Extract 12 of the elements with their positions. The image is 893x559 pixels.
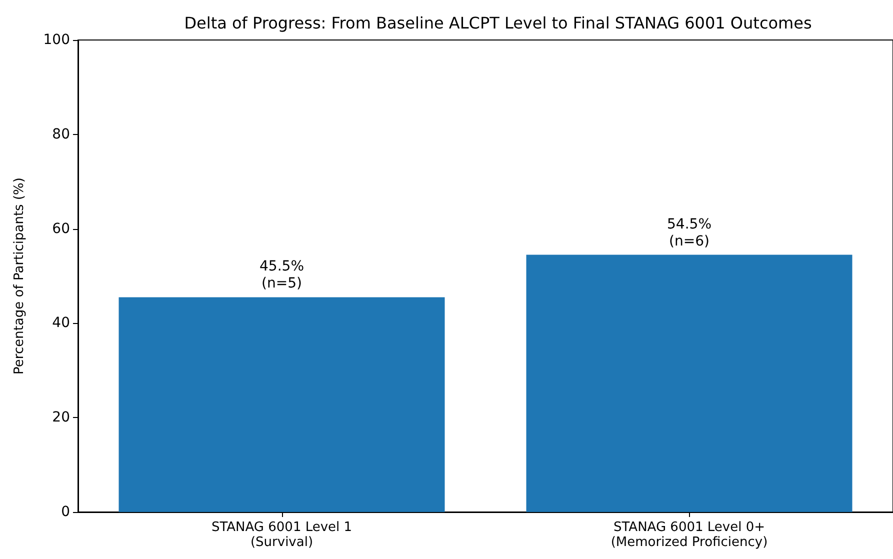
y-tick-label: 0 (61, 504, 70, 520)
x-tick-label: STANAG 6001 Level 1 (Survival) (211, 520, 352, 550)
y-axis-title: Percentage of Participants (%) (12, 178, 27, 374)
x-tick-label: STANAG 6001 Level 0+ (Memorized Proficiency) (610, 520, 768, 550)
y-tick-label: 20 (52, 410, 70, 426)
data-label: 45.5% (n=5) (260, 258, 304, 292)
data-label: 54.5% (n=6) (667, 216, 712, 250)
y-tick-label: 100 (43, 32, 70, 48)
y-tick-label: 60 (52, 220, 70, 237)
y-tick-label: 80 (52, 126, 70, 142)
y-tick-label: 40 (52, 315, 70, 332)
chart-title: Delta of Progress: From Baseline ALCPT Level to Final STANAG 6001 Outcomes (184, 14, 812, 32)
